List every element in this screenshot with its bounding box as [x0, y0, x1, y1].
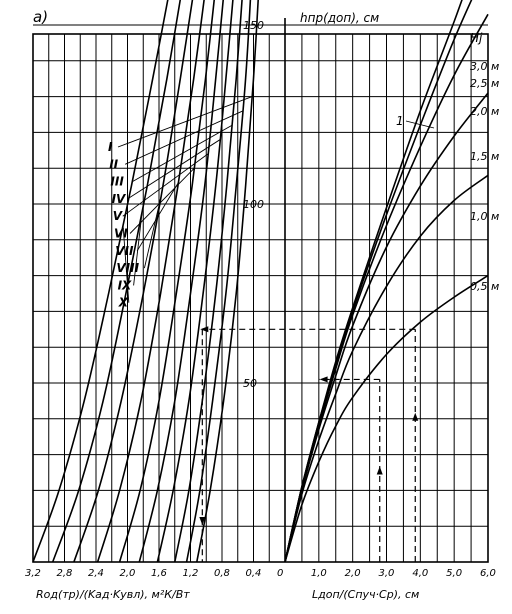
hj-label: 1,5 м	[470, 150, 499, 163]
curve-left-x	[32, 0, 169, 563]
x-tick-label-left: 1,2	[183, 568, 199, 579]
curve-label-left: IX	[118, 278, 132, 292]
guide-arrow	[412, 412, 419, 421]
curve-left-iii	[174, 0, 243, 563]
curve-label-left: VI	[114, 227, 128, 241]
curve-label-left: X	[118, 296, 129, 310]
curve-left-iv	[156, 0, 234, 563]
x-tick-label-right: 2,0	[345, 568, 361, 579]
curve-right-10	[284, 174, 489, 563]
marker-leader	[405, 120, 435, 129]
leader-line	[143, 196, 162, 269]
curve-left-viii	[73, 0, 194, 563]
curve-label-left: V	[113, 209, 124, 223]
x-tick-label-right: 5,0	[446, 568, 462, 579]
x-tick-label-left: 2,8	[57, 568, 73, 579]
x-tick-label-right: 3,0	[379, 568, 395, 579]
x-tick-label-left: 2,0	[120, 568, 136, 579]
x-tick-label-right: 1,0	[311, 568, 327, 579]
y-tick-label: 50	[243, 377, 257, 390]
leader-line	[122, 153, 209, 217]
y-tick-label: 150	[243, 19, 264, 32]
curve-left-ix	[51, 0, 182, 563]
guide-arrow	[376, 466, 383, 475]
curve-label-left: I	[108, 140, 113, 154]
leader-line	[136, 182, 179, 252]
guide-arrow	[199, 517, 206, 526]
leader-line	[133, 211, 143, 286]
curve-left-vii	[96, 0, 205, 563]
hj-label: 0,5 м	[470, 280, 499, 293]
left-x-axis-title: Rод(тр)/(Kад·Kувл), м²К/Вт	[36, 588, 190, 601]
hj-label: 3,0 м	[470, 60, 499, 73]
curve-left-i	[196, 0, 260, 563]
leader-line	[132, 124, 233, 182]
x-tick-label-left: 1,6	[151, 568, 167, 579]
leader-line	[127, 139, 221, 200]
curve-right-20	[284, 13, 489, 563]
curve-right-05	[284, 274, 489, 563]
x-tick-label-left: 3,2	[25, 568, 41, 579]
curve-label-left: VIII	[116, 261, 139, 275]
legend-title: Hj	[470, 31, 483, 45]
x-tick-label-left: 0,8	[214, 568, 230, 579]
right-x-axis-title: Lдоп/(Cпуч·Cр), см	[312, 588, 419, 601]
curve-left-v	[138, 0, 225, 563]
labels: a) hпр(доп), см Hj Rод(тр)/(Kад·Kувл), м…	[25, 8, 499, 601]
y-axis-title: hпр(доп), см	[300, 11, 379, 25]
hj-label: 2,5 м	[470, 77, 499, 90]
x-tick-label-left: 2,4	[88, 568, 104, 579]
leader-line	[125, 110, 243, 165]
x-tick-label-right: 4,0	[412, 568, 428, 579]
curve-left-ii	[185, 0, 252, 563]
curve-label-left: IV	[112, 192, 127, 206]
grid	[32, 18, 489, 563]
curves	[32, 0, 489, 563]
hj-label: 2,0 м	[470, 105, 499, 118]
curve-left-vi	[118, 0, 215, 563]
panel-label: a)	[33, 8, 48, 26]
hj-label: 1,0 м	[470, 210, 499, 223]
curve-label-left: III	[110, 175, 124, 189]
leader-line	[117, 96, 253, 148]
curve-marker-1: 1	[396, 114, 404, 128]
x-tick-label-left: 0	[277, 568, 283, 579]
x-tick-label-right: 6,0	[480, 568, 496, 579]
x-tick-label-left: 0,4	[246, 568, 262, 579]
annotations	[199, 326, 419, 562]
leader-line	[122, 225, 130, 303]
guide-arrow	[319, 376, 328, 383]
plot-frame	[32, 33, 489, 563]
curve-right-15	[284, 92, 489, 563]
curve-label-left: II	[109, 157, 118, 171]
y-tick-label: 100	[243, 198, 264, 211]
guide-arrow	[200, 326, 209, 333]
